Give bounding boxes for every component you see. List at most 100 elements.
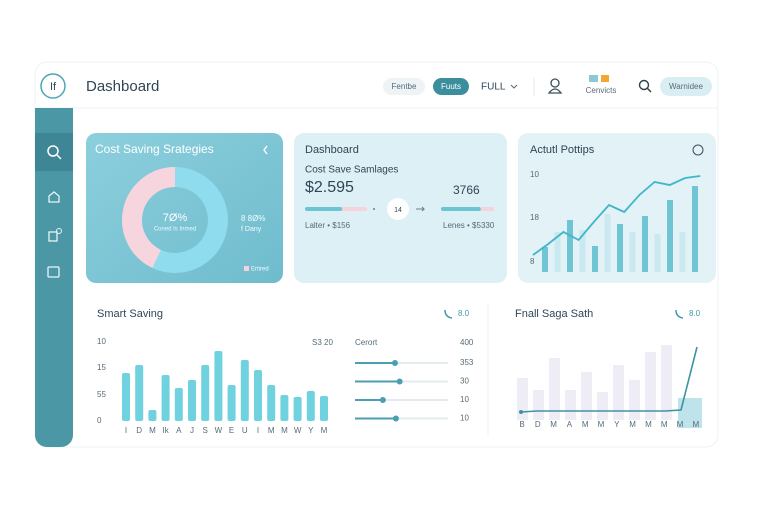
x-label: M bbox=[268, 426, 275, 435]
donut-center: 7Ø% bbox=[163, 212, 188, 224]
x-label: M bbox=[645, 420, 652, 429]
bar bbox=[280, 395, 289, 421]
list-title: Cerort bbox=[355, 338, 378, 347]
slider-label: 10 bbox=[460, 414, 469, 423]
x-label: M bbox=[692, 420, 699, 429]
y-label: 0 bbox=[97, 416, 102, 425]
bar bbox=[135, 365, 144, 421]
bar bbox=[642, 216, 648, 272]
button-active[interactable] bbox=[433, 78, 469, 95]
x-label: B bbox=[519, 420, 524, 429]
user-icon[interactable] bbox=[550, 78, 560, 88]
x-label: E bbox=[229, 426, 234, 435]
title: Dashboard bbox=[86, 78, 159, 95]
amount: $2.595 bbox=[305, 179, 354, 196]
phone-icon[interactable] bbox=[675, 309, 684, 319]
arrow bbox=[416, 206, 426, 212]
bar bbox=[549, 358, 560, 420]
card-title: Dashboard bbox=[305, 144, 359, 156]
notice-text[interactable]: Cenvicts bbox=[586, 86, 617, 95]
x-label: D bbox=[535, 420, 541, 429]
phone-icon[interactable] bbox=[444, 309, 453, 319]
x-label: I bbox=[125, 426, 127, 435]
bar bbox=[604, 214, 611, 272]
dot bbox=[373, 208, 375, 210]
second-amount: 3766 bbox=[453, 183, 480, 197]
bar bbox=[661, 345, 672, 420]
slider-label: 353 bbox=[460, 358, 474, 367]
bar bbox=[667, 200, 673, 272]
bar bbox=[581, 372, 592, 420]
progress-bar bbox=[305, 207, 343, 211]
back-icon[interactable] bbox=[263, 145, 268, 155]
bar bbox=[293, 397, 302, 421]
bar bbox=[629, 232, 636, 272]
badge[interactable] bbox=[387, 198, 409, 220]
card-title: Fnall Saga Sath bbox=[515, 308, 593, 320]
side-caption: f Dany bbox=[241, 226, 262, 233]
bar bbox=[201, 365, 210, 421]
bar bbox=[692, 186, 698, 272]
y-label: 18 bbox=[530, 213, 539, 222]
action[interactable]: 8.0 bbox=[458, 309, 470, 318]
slider-label: 30 bbox=[460, 377, 469, 386]
bar bbox=[161, 375, 170, 421]
action[interactable]: 8.0 bbox=[689, 309, 701, 318]
trend-line bbox=[532, 175, 701, 256]
bar bbox=[629, 380, 640, 420]
card-title: Cost Saving Srategies bbox=[95, 142, 214, 156]
bar bbox=[227, 385, 236, 421]
x-label: M bbox=[677, 420, 684, 429]
nav-home[interactable] bbox=[48, 191, 60, 203]
nav-item[interactable] bbox=[47, 266, 60, 278]
dropdown[interactable]: FULL bbox=[481, 82, 506, 93]
bar bbox=[214, 351, 223, 421]
info-icon[interactable] bbox=[692, 144, 704, 156]
bar bbox=[554, 232, 561, 272]
bar bbox=[320, 396, 328, 421]
nav-search-handle bbox=[56, 154, 62, 160]
bar bbox=[122, 373, 130, 421]
bar bbox=[613, 365, 624, 420]
bar bbox=[148, 410, 157, 421]
list-total: 400 bbox=[460, 338, 474, 347]
corner-value: S3 20 bbox=[312, 338, 333, 347]
bar bbox=[617, 224, 623, 272]
chevron bbox=[510, 84, 518, 89]
y-label: 10 bbox=[97, 337, 106, 346]
user-icon-body bbox=[547, 88, 563, 94]
legend-swatch bbox=[244, 266, 249, 271]
bar bbox=[267, 385, 276, 421]
bar bbox=[174, 388, 183, 421]
logo bbox=[40, 73, 66, 99]
x-label: W bbox=[215, 426, 223, 435]
search-icon[interactable] bbox=[638, 79, 650, 91]
notice-icon bbox=[589, 75, 598, 82]
bar bbox=[654, 234, 661, 272]
nav-search[interactable] bbox=[47, 145, 59, 157]
x-label: M bbox=[629, 420, 636, 429]
caption: Lalter • $156 bbox=[305, 221, 351, 230]
x-label: M bbox=[321, 426, 328, 435]
notice-dot bbox=[601, 75, 609, 82]
search-pill[interactable] bbox=[660, 77, 712, 96]
search-pill-text[interactable]: Warnidee bbox=[669, 82, 703, 91]
x-label: S bbox=[203, 426, 208, 435]
slider-knob bbox=[391, 360, 398, 366]
x-label: Y bbox=[614, 420, 620, 429]
bar bbox=[542, 247, 548, 272]
x-label: M bbox=[598, 420, 605, 429]
y-label: 8 bbox=[530, 257, 535, 266]
nav-item[interactable] bbox=[48, 231, 58, 242]
line-point bbox=[519, 410, 523, 414]
legend-text: Ertired bbox=[251, 267, 269, 273]
bar bbox=[254, 370, 262, 421]
button-text[interactable]: Fentbe bbox=[392, 82, 417, 91]
button[interactable] bbox=[383, 78, 425, 95]
x-label: Y bbox=[308, 426, 314, 435]
x-label: M bbox=[582, 420, 589, 429]
x-label: M bbox=[281, 426, 288, 435]
button-text[interactable]: Fuuts bbox=[441, 82, 461, 91]
nav-active[interactable] bbox=[35, 133, 73, 171]
